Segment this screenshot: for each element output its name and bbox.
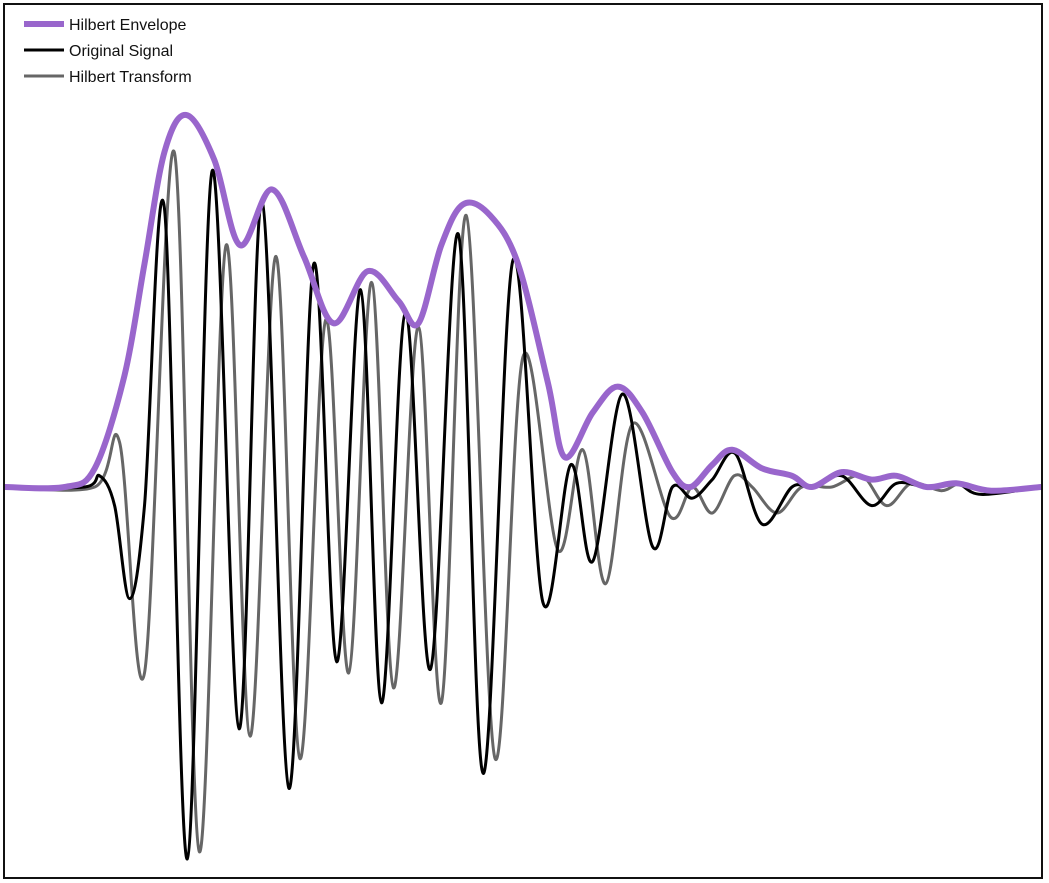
legend-label-hilbert-transform: Hilbert Transform bbox=[69, 69, 192, 86]
series-line-hilbert-transform bbox=[5, 149, 1041, 854]
series-line-hilbert-envelope bbox=[5, 112, 1041, 494]
series-line-original-signal bbox=[5, 169, 1041, 861]
chart-frame: Hilbert Envelope Original Signal Hilbert… bbox=[3, 3, 1043, 879]
legend-label-original-signal: Original Signal bbox=[69, 43, 173, 60]
series-layer bbox=[5, 112, 1041, 861]
chart-legend: Hilbert Envelope Original Signal Hilbert… bbox=[24, 17, 192, 86]
chart-plot: Hilbert Envelope Original Signal Hilbert… bbox=[5, 17, 1041, 861]
legend-label-hilbert-envelope: Hilbert Envelope bbox=[69, 17, 187, 34]
